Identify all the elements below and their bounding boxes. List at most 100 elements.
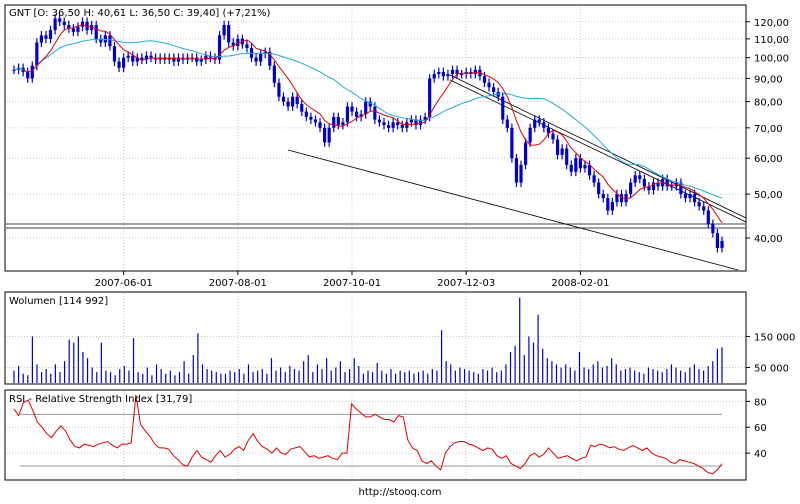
price-bar (277, 78, 281, 102)
price-bar (332, 112, 336, 133)
xtick-label-4: 2008-02-01 (551, 278, 609, 289)
price-bar (281, 92, 286, 106)
price-bar (624, 189, 628, 207)
xtick-label-0: 2007-06-01 (95, 278, 153, 289)
price-bar (58, 14, 62, 27)
price-bar (551, 129, 555, 144)
price-bar (679, 178, 683, 199)
price-bar (350, 102, 354, 117)
price-bar (702, 201, 706, 215)
price-ytick-label-3: 90,00 (754, 74, 783, 85)
price-bar (587, 160, 592, 180)
price-panel-frame (4, 4, 747, 272)
price-bar (441, 67, 445, 81)
price-bar (131, 51, 135, 67)
rsi-ytick-label-2: 40 (754, 449, 767, 460)
price-bar (208, 51, 213, 63)
price-bar (633, 171, 637, 187)
rsi-ytick-label-1: 60 (754, 423, 767, 434)
price-panel-title: GNT [O: 36,50 H: 40,61 L: 36,50 C: 39,40… (9, 8, 271, 19)
price-bar (418, 115, 423, 130)
price-bar (510, 123, 514, 163)
price-bar (706, 206, 710, 229)
xtick-label-3: 2007-12-03 (437, 278, 495, 289)
price-bar (176, 53, 181, 67)
price-bar (149, 51, 153, 63)
price-bar (354, 107, 359, 122)
price-bar (204, 51, 208, 65)
price-bar (501, 92, 505, 124)
price-bar (656, 178, 660, 191)
price-bar (126, 51, 130, 63)
price-ytick-label-5: 70,00 (754, 124, 783, 135)
price-ytick-label-7: 50,00 (754, 190, 783, 201)
price-bar (542, 118, 546, 133)
price-bar (341, 118, 345, 130)
rsi-line (13, 394, 723, 475)
trendline-1 (449, 79, 747, 223)
price-bar (231, 38, 235, 51)
price-bar (199, 55, 203, 67)
price-bar (377, 115, 382, 127)
price-bar (629, 178, 633, 199)
price-bar (528, 123, 532, 147)
volume-ytick-label-0: 150 000 (754, 332, 795, 343)
price-bar (560, 144, 564, 160)
price-bar (455, 65, 459, 79)
price-bar (697, 197, 701, 211)
price-bar (683, 189, 688, 203)
price-bar (76, 22, 80, 37)
price-bar (428, 74, 432, 122)
price-bar (505, 115, 509, 133)
price-bar (323, 123, 327, 147)
price-bar (272, 61, 276, 88)
price-bar (386, 120, 391, 133)
price-bar (651, 178, 656, 195)
price-bar (112, 41, 117, 67)
price-ytick-label-6: 60,00 (754, 154, 783, 165)
price-bar (615, 189, 619, 207)
sma-short-line (22, 24, 723, 224)
price-bar (711, 219, 715, 238)
price-bar (254, 53, 258, 67)
price-bar (400, 120, 404, 133)
price-bar (715, 228, 720, 253)
price-bar (26, 67, 30, 83)
price-ytick-label-2: 100,00 (754, 54, 789, 65)
price-bar (35, 38, 39, 71)
price-bar (665, 174, 669, 191)
price-bar (601, 189, 605, 203)
price-bar (190, 53, 194, 63)
price-bar (519, 160, 523, 187)
price-bar (295, 92, 299, 109)
volume-panel-frame (4, 291, 747, 385)
price-ytick-label-8: 40,00 (754, 234, 783, 245)
price-bar (368, 97, 372, 111)
price-bar (460, 69, 464, 79)
price-bar (286, 97, 290, 111)
price-bar (670, 182, 674, 191)
price-bar (144, 51, 149, 65)
price-bar (309, 112, 313, 124)
price-bar (473, 65, 477, 79)
price-bar (313, 115, 318, 127)
price-bar (492, 83, 496, 97)
price-bar (692, 189, 697, 207)
price-bar (345, 102, 350, 127)
price-bar (195, 53, 199, 67)
price-bar (304, 107, 308, 122)
volume-ytick-label-1: 50 000 (754, 363, 789, 374)
price-bar (555, 135, 560, 160)
price-bar (291, 92, 295, 111)
price-bar (318, 118, 322, 133)
price-bar (90, 20, 94, 35)
price-bar (437, 67, 441, 79)
price-bar (619, 189, 624, 207)
price-bar (688, 189, 692, 203)
price-bar (606, 193, 610, 215)
price-bar (122, 53, 126, 73)
footer-url[interactable]: http://stooq.com (359, 487, 442, 498)
price-bar (642, 174, 646, 191)
price-bar (135, 53, 139, 67)
price-bar (373, 102, 377, 124)
